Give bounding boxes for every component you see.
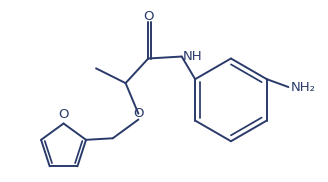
Text: O: O (143, 10, 154, 23)
Text: NH: NH (183, 50, 202, 63)
Text: NH₂: NH₂ (290, 81, 316, 94)
Text: O: O (133, 107, 144, 120)
Text: O: O (58, 108, 69, 120)
